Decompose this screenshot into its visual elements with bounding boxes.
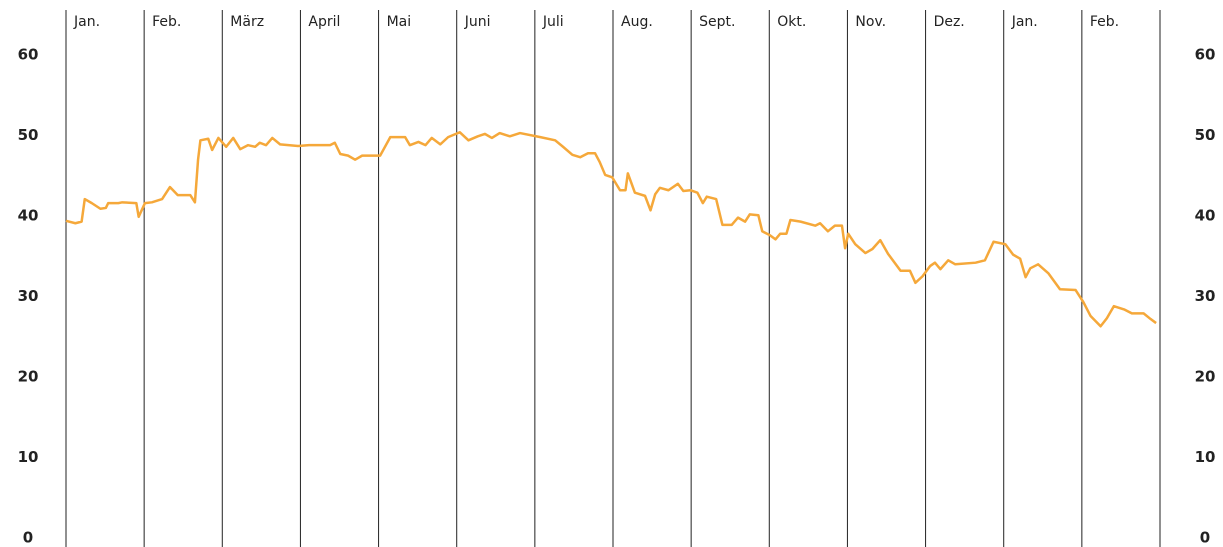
- x-tick-label: April: [308, 14, 340, 30]
- y-tick-label: 20: [18, 368, 39, 386]
- y2-tick-label: 0: [1200, 529, 1210, 547]
- x-tick-label: Mai: [387, 14, 412, 30]
- y2-tick-label: 40: [1195, 207, 1216, 225]
- x-tick-label: Feb.: [1090, 14, 1119, 30]
- x-tick-label: Aug.: [621, 14, 653, 30]
- x-tick-label: Feb.: [152, 14, 181, 30]
- x-tick-label: Sept.: [699, 14, 735, 30]
- y2-tick-label: 10: [1195, 448, 1216, 466]
- x-tick-label: Okt.: [777, 14, 806, 30]
- y-tick-label: 60: [18, 46, 39, 64]
- x-tick-label: Dez.: [934, 14, 965, 30]
- y-tick-label: 30: [18, 287, 39, 305]
- y2-tick-label: 30: [1195, 287, 1216, 305]
- y-tick-label: 0: [23, 529, 33, 547]
- data-line: [65, 131, 1157, 328]
- x-tick-label: Juni: [464, 14, 491, 30]
- y2-tick-label: 20: [1195, 368, 1216, 386]
- x-tick-label: Jan.: [1011, 14, 1038, 30]
- y2-tick-label: 50: [1195, 126, 1216, 144]
- x-tick-label: Juli: [542, 14, 564, 30]
- x-tick-label: März: [230, 14, 264, 30]
- y-tick-label: 50: [18, 126, 39, 144]
- y-tick-label: 10: [18, 448, 39, 466]
- x-tick-label: Nov.: [855, 14, 886, 30]
- y2-tick-label: 60: [1195, 46, 1216, 64]
- x-tick-label: Jan.: [73, 14, 100, 30]
- y-tick-label: 40: [18, 207, 39, 225]
